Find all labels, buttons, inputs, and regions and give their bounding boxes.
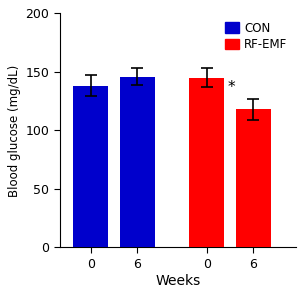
Bar <box>73 86 108 247</box>
Legend: CON, RF-EMF: CON, RF-EMF <box>223 19 290 54</box>
Bar <box>236 109 271 247</box>
Text: *: * <box>228 80 235 95</box>
Y-axis label: Blood glucose (mg/dL): Blood glucose (mg/dL) <box>8 64 21 197</box>
Bar <box>189 78 224 247</box>
X-axis label: Weeks: Weeks <box>155 274 200 288</box>
Bar <box>120 77 154 247</box>
